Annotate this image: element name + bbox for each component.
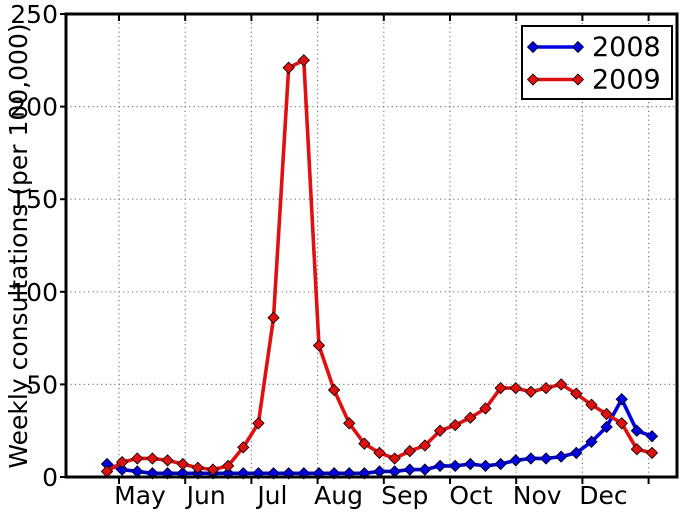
marker-2008	[433, 459, 447, 473]
marker-2008	[237, 467, 250, 480]
marker-2009	[146, 452, 159, 465]
legend-label-2009: 2009	[592, 65, 661, 96]
legend: 2008 2009	[521, 25, 673, 100]
marker-2009	[237, 441, 250, 454]
marker-2009	[131, 452, 144, 465]
marker-2009	[509, 381, 522, 395]
plot-frame	[64, 12, 679, 479]
legend-label-2008: 2008	[592, 32, 661, 63]
marker-2009	[479, 402, 492, 415]
marker-2009	[433, 424, 447, 437]
y-tick-label: 50	[26, 370, 58, 399]
marker-2009	[191, 461, 204, 474]
y-tick-labels: 0 50 100 150 200 250	[10, 0, 58, 492]
marker-2008	[509, 454, 522, 467]
marker-2009	[327, 383, 341, 397]
marker-2008	[403, 463, 416, 476]
axis-ticks	[60, 13, 650, 484]
marker-2009	[630, 443, 644, 456]
marker-2008	[630, 424, 644, 437]
marker-2008	[585, 435, 598, 448]
marker-2008	[555, 450, 568, 463]
x-tick-label: Jul	[255, 481, 287, 510]
marker-2008	[115, 463, 129, 476]
marker-2009	[464, 411, 477, 424]
x-tick-label: Sep	[381, 481, 428, 510]
marker-2008	[539, 452, 553, 465]
marker-2009	[615, 417, 628, 430]
marker-2008	[449, 459, 462, 473]
series-line-2008	[106, 397, 653, 476]
x-tick-label: Jun	[185, 481, 226, 510]
marker-2009	[418, 439, 432, 452]
marker-2008	[131, 465, 144, 478]
marker-2009	[267, 311, 280, 324]
y-tick-label: 150	[10, 185, 58, 214]
y-axis-label: Weekly consultations (per 100,000)	[4, 23, 33, 468]
marker-2009	[524, 385, 538, 398]
marker-2009	[206, 463, 220, 476]
marker-2008	[464, 457, 477, 471]
marker-2009	[297, 54, 310, 67]
marker-2009	[252, 417, 265, 430]
marker-2008	[524, 452, 538, 465]
marker-2008	[388, 465, 401, 478]
y-tick-label: 200	[10, 93, 58, 122]
marker-2009	[115, 456, 129, 469]
marker-2008	[418, 463, 432, 476]
legend-item-2009: 2009	[526, 65, 661, 96]
marker-2009	[161, 454, 174, 467]
marker-2009	[312, 339, 326, 352]
axes-frame	[64, 12, 679, 479]
x-tick-label: May	[114, 481, 166, 510]
marker-2009	[221, 459, 235, 473]
marker-2009	[585, 398, 598, 411]
marker-2009	[555, 378, 568, 391]
marker-2008	[570, 446, 583, 460]
y-tick-label: 100	[10, 278, 58, 307]
marker-2009	[282, 61, 295, 74]
y-tick-label: 0	[42, 463, 58, 492]
marker-2009	[358, 437, 371, 450]
marker-2009	[373, 446, 386, 460]
marker-2009	[645, 446, 659, 460]
x-tick-label: Nov	[513, 481, 562, 510]
y-tick-label: 250	[10, 0, 58, 29]
marker-2008	[615, 393, 628, 406]
marker-2009	[176, 457, 189, 471]
marker-2009	[403, 444, 416, 458]
series-line-2009	[106, 58, 653, 473]
legend-box	[521, 25, 673, 100]
marker-2009	[388, 452, 401, 465]
gridlines	[66, 14, 677, 477]
x-tick-label: Aug	[314, 481, 363, 510]
marker-2009	[600, 407, 613, 421]
marker-2009	[449, 418, 462, 432]
marker-2009	[343, 417, 356, 430]
marker-2009	[494, 381, 507, 395]
marker-2009	[539, 381, 553, 395]
marker-2008	[645, 430, 659, 443]
x-tick-label: Oct	[449, 481, 492, 510]
marker-2009	[570, 387, 583, 400]
marker-2008	[600, 420, 613, 434]
marker-2008	[494, 457, 507, 471]
marker-2008	[479, 459, 492, 473]
x-tick-label: Dec	[579, 481, 627, 510]
legend-item-2008: 2008	[526, 32, 661, 63]
x-tick-labels: May Jun Jul Aug Sep Oct Nov Dec	[114, 481, 627, 510]
